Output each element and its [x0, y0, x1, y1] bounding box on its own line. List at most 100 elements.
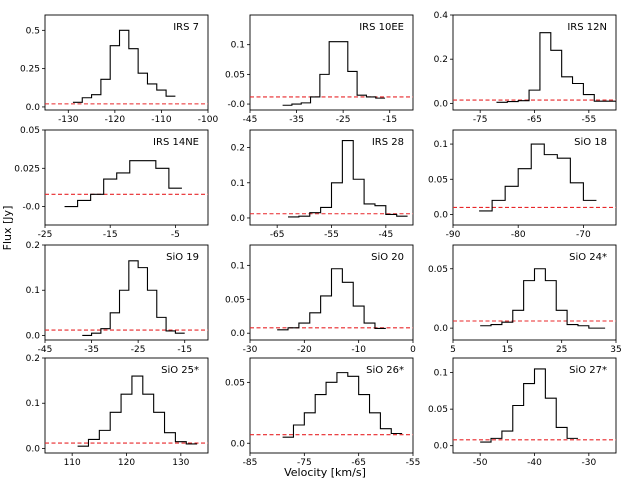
panel-frame: [44, 129, 209, 226]
panel-sio-25-star: 110 120 130 0.0 0.1 0.2 SiO 25*: [26, 354, 209, 468]
spectrum-line: [277, 268, 386, 331]
spectrum-line: [288, 140, 408, 218]
panel-label: IRS 10EE: [359, 22, 404, 33]
spectrum-line: [64, 160, 182, 208]
x-tick-label: -65: [270, 230, 285, 240]
x-tick-label: -15: [103, 230, 118, 240]
y-tick-label: 0.0: [231, 214, 246, 224]
spectrum-line: [282, 372, 403, 438]
y-tick-label: 0.0: [434, 99, 449, 109]
y-tick-label: 0.0: [26, 103, 41, 113]
panel-frame: [44, 244, 209, 341]
x-tick-label: -110: [151, 115, 172, 125]
panel-sio-19: -45 -35 -25 -15 0.0 0.1 0.2 SiO 19: [26, 241, 209, 355]
panel-frame: [452, 244, 617, 341]
spectrum-line: [77, 375, 198, 447]
y-tick-label: 0.2: [26, 354, 40, 364]
y-tick-label: 0.2: [26, 241, 40, 251]
y-tick-label: 0.1: [231, 261, 245, 271]
x-tick-label: -45: [243, 115, 258, 125]
x-tick-label: -120: [105, 115, 126, 125]
panel-label: SiO 25*: [161, 365, 199, 376]
x-tick-label: 120: [118, 458, 135, 468]
x-tick-label: -20: [297, 345, 312, 355]
y-tick-label: 0.0: [434, 442, 449, 452]
x-tick-label: -70: [576, 230, 591, 240]
y-tick-label: 0.2: [434, 55, 448, 65]
panel-label: SiO 26*: [366, 365, 404, 376]
x-tick-label: 5: [450, 345, 456, 355]
x-tick-label: -55: [581, 115, 596, 125]
y-tick-label: 0.05: [225, 70, 245, 80]
x-tick-label: 15: [502, 345, 513, 355]
panel-sio-26-star: -85 -75 -65 -55 0.0 0.05 SiO 26*: [225, 357, 421, 468]
spectrum-line: [82, 260, 185, 337]
x-tick-label: 25: [556, 345, 567, 355]
x-tick-label: -50: [473, 458, 488, 468]
y-tick-label: 0.0: [26, 331, 41, 341]
x-tick-label: -10: [351, 345, 366, 355]
panel-label: SiO 27*: [569, 365, 607, 376]
x-tick-label: -40: [527, 458, 542, 468]
y-tick-label: 0.2: [231, 144, 245, 154]
panel-sio-27-star: -50 -40 -30 0.0 0.05 0.1 SiO 27*: [428, 357, 617, 468]
panel-frame: [249, 14, 414, 111]
panel-label: SiO 18: [574, 137, 607, 148]
spectrum-line: [496, 32, 616, 103]
y-tick-label: 0.0: [231, 439, 246, 449]
panel-label: IRS 7: [173, 22, 199, 33]
y-tick-label: 0.1: [231, 179, 245, 189]
x-tick-label: -90: [446, 230, 461, 240]
y-tick-label: 0.1: [26, 399, 40, 409]
x-tick-label: 0: [410, 345, 416, 355]
panel-irs-12n: -75 -65 -55 0.0 0.2 0.4 IRS 12N: [434, 11, 617, 125]
panel-irs-10ee: -45 -35 -25 -15 -0.0 0.05 0.1 IRS 10EE: [225, 14, 414, 125]
panel-frame: [44, 14, 209, 111]
x-tick-label: -85: [243, 458, 258, 468]
y-tick-label: 0.0: [434, 210, 449, 220]
panel-irs-28: -65 -55 -45 0.0 0.1 0.2 IRS 28: [231, 129, 414, 240]
y-tick-label: 0.05: [225, 295, 245, 305]
x-tick-label: -130: [58, 115, 79, 125]
spectrum-line: [479, 143, 597, 212]
x-tick-label: -55: [324, 230, 339, 240]
y-tick-label: 0.1: [26, 286, 40, 296]
x-tick-label: -55: [406, 458, 421, 468]
x-tick-label: -25: [38, 230, 53, 240]
spectrum-line: [480, 268, 606, 329]
x-tick-label: -35: [289, 115, 304, 125]
panel-frame: [452, 129, 617, 226]
x-tick-label: 110: [64, 458, 81, 468]
y-tick-label: 0.25: [20, 65, 40, 75]
y-tick-label: 0.05: [20, 126, 40, 136]
panel-irs-14ne: -25 -15 -5 -0.0 0.025 0.05 IRS 14NE: [14, 126, 209, 240]
panel-sio-18: -90 -80 -70 0.0 0.05 0.1 SiO 18: [428, 129, 617, 240]
x-tick-label: -35: [84, 345, 99, 355]
panel-label: IRS 14NE: [153, 137, 199, 148]
y-tick-label: 0.05: [225, 378, 245, 388]
y-tick-label: 0.0: [231, 329, 246, 339]
panel-label: SiO 20: [371, 252, 404, 263]
panel-sio-24-star: 5 15 25 35 0.0 0.05 SiO 24*: [428, 244, 622, 355]
y-tick-label: 0.05: [428, 405, 448, 415]
x-tick-label: -80: [511, 230, 526, 240]
x-tick-label: -15: [177, 345, 192, 355]
y-tick-label: 0.4: [434, 11, 449, 21]
y-tick-label: -0.0: [22, 203, 40, 213]
panel-label: SiO 19: [166, 252, 199, 263]
x-tick-label: -100: [198, 115, 219, 125]
x-tick-label: -45: [38, 345, 53, 355]
x-tick-label: -45: [378, 230, 393, 240]
x-tick-label: -75: [473, 115, 488, 125]
y-tick-label: 0.1: [434, 369, 448, 379]
panel-label: SiO 24*: [569, 252, 607, 263]
panel-sio-20: -30 -20 -10 0 0.0 0.05 0.1 SiO 20: [225, 244, 416, 355]
panel-irs-7: -130 -120 -110 -100 0.0 0.25 0.5 IRS 7: [20, 14, 219, 125]
panel-label: IRS 12N: [567, 22, 607, 33]
y-tick-label: 0.0: [434, 324, 449, 334]
spectrum-line: [480, 368, 578, 443]
x-tick-label: 35: [610, 345, 621, 355]
x-tick-label: -65: [527, 115, 542, 125]
spectrum-line: [282, 41, 386, 106]
